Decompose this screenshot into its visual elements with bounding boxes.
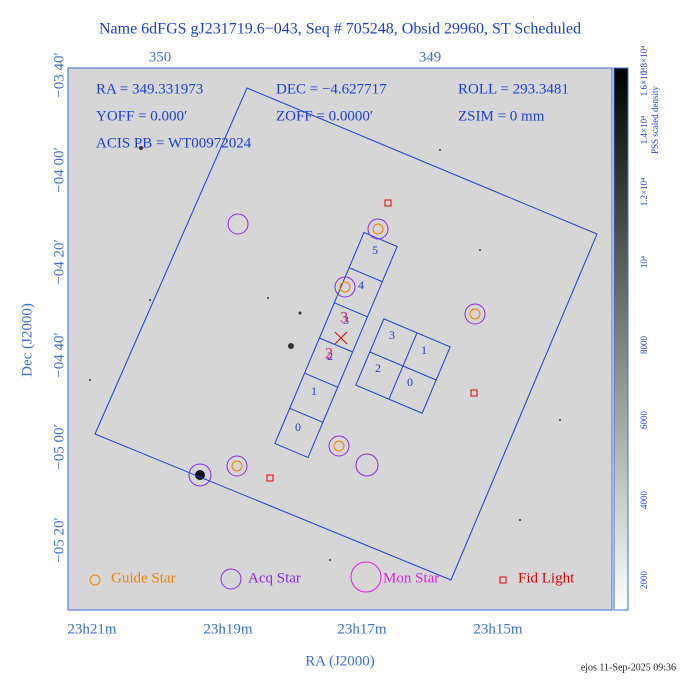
y-tick-label: −04 20′ [51,239,67,285]
colorbar [613,67,629,611]
info-text: ZSIM = 0 mm [458,108,545,124]
legend-symbols [89,561,507,593]
legend-label: Fid Light [518,570,575,586]
info-text: ACIS PB = WT00972024 [96,135,252,151]
chip-label: 2 [375,361,381,375]
x-axis-label: RA (J2000) [305,653,375,669]
y-tick-label: −04 00′ [51,147,67,193]
info-text: YOFF = 0.000′ [96,108,187,124]
aimpoint-label: 3 [340,310,348,327]
colorbar-tick-label: 10⁴ [639,256,649,268]
info-text: RA = 349.331973 [96,81,203,97]
y-tick-label: −05 00′ [51,424,67,470]
chip-label: 3 [389,328,395,342]
colorbar-tick-label: 6000 [639,411,649,430]
colorbar-tick-label: 1.8×10⁴ [639,46,649,74]
legend-label: Guide Star [111,570,176,586]
top-tick-label: 350 [149,49,172,65]
aimpoint-label: 2 [325,346,333,363]
legend-label: Mon Star [383,570,439,586]
stars-background [89,146,561,561]
info-text: ZOFF = 0.0000′ [276,108,373,124]
colorbar-label: PSS scaled density [650,86,660,155]
legend-label: Acq Star [248,570,301,586]
y-tick-label: −04 40′ [51,332,67,378]
i-array [355,318,451,414]
chip-label: 0 [295,420,301,434]
colorbar-tick-label: 1.6×10⁴ [639,68,649,96]
x-tick-label: 23h17m [337,621,387,637]
colorbar-tick-label: 8000 [639,336,649,355]
colorbar-tick-label: 2000 [639,571,649,590]
y-tick-label: −05 20′ [51,517,67,563]
colorbar-tick-label: 1.4×10⁴ [639,116,649,144]
x-tick-label: 23h15m [473,621,523,637]
title: Name 6dFGS gJ231719.6−043, Seq # 705248,… [99,21,581,38]
colorbar-tick-label: 1.2×10⁴ [639,178,649,206]
x-tick-label: 23h21m [67,621,117,637]
markers [188,199,486,487]
chip-label: 1 [311,384,317,398]
x-tick-label: 23h19m [203,621,253,637]
info-text: ROLL = 293.3481 [458,81,569,97]
s-array [274,231,398,459]
chip-label: 2 [327,349,333,363]
info-text: DEC = −4.627717 [276,81,387,97]
chip-label: 1 [421,343,427,357]
chip-label: 3 [343,313,349,327]
field-of-view [94,87,598,581]
chip-label: 5 [372,243,378,257]
y-axis-label: Dec (J2000) [19,303,35,377]
footer-stamp: ejos 11-Sep-2025 09:36 [581,662,676,673]
y-tick-label: −03 40′ [51,52,67,98]
chip-label: 0 [407,375,413,389]
chip-label: 4 [358,278,364,292]
top-tick-label: 349 [419,49,442,65]
colorbar-tick-label: 4000 [639,491,649,510]
